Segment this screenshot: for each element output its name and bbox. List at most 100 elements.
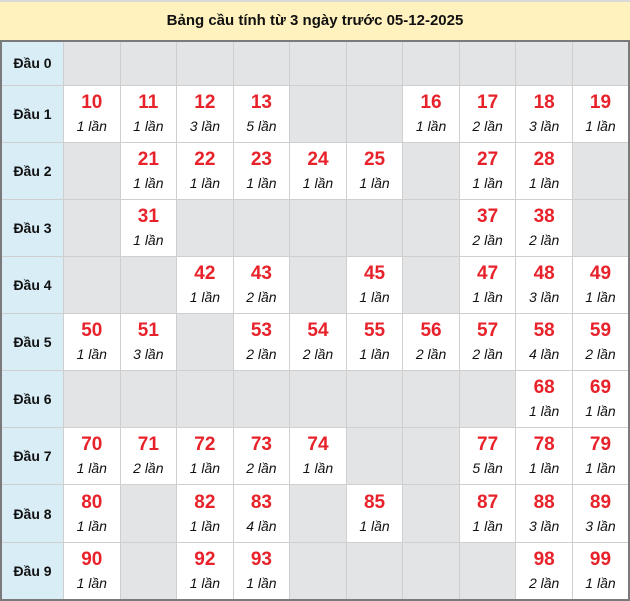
empty-cell	[571, 40, 630, 86]
row-header: Đầu 2	[0, 141, 64, 200]
number-cell: 70 1 lần	[63, 427, 121, 486]
empty-cell	[571, 141, 630, 200]
loto-number: 45	[363, 262, 386, 284]
occurrence-count: 2 lần	[585, 346, 616, 363]
number-cell: 98 2 lần	[515, 541, 573, 601]
empty-cell	[63, 198, 121, 257]
loto-number: 68	[533, 377, 555, 399]
loto-number: 87	[477, 491, 499, 513]
table-row: Đầu 9 90 1 lần 92 1 lần 93 1 lần 98 2 lần 99 1 lần	[0, 541, 630, 601]
number-cell: 23 1 lần	[232, 141, 291, 200]
row-header: Đầu 1	[0, 84, 64, 143]
loto-number: 51	[137, 320, 159, 342]
occurrence-count: 3 lần	[189, 117, 221, 134]
number-cell: 12 3 lần	[176, 84, 234, 143]
table-row: Đầu 8 80 1 lần 82 1 lần 83 4 lần 85 1 lần 87 1 lần…	[0, 484, 630, 543]
loto-number: 19	[589, 91, 612, 113]
loto-number: 27	[477, 148, 499, 170]
loto-number: 28	[533, 148, 555, 170]
number-cell: 43 2 lần	[232, 255, 291, 315]
number-cell: 25 1 lần	[345, 141, 404, 200]
occurrence-count: 1 lần	[585, 117, 616, 134]
number-cell: 19 1 lần	[571, 84, 630, 143]
number-cell: 28 1 lần	[515, 141, 573, 200]
empty-cell	[289, 84, 347, 143]
occurrence-count: 1 lần	[189, 517, 221, 534]
occurrence-count: 2 lần	[528, 574, 560, 591]
loto-number: 54	[307, 320, 329, 342]
loto-number: 59	[589, 320, 612, 342]
number-cell: 87 1 lần	[458, 484, 517, 543]
empty-cell	[402, 255, 460, 315]
occurrence-count: 1 lần	[528, 174, 560, 191]
occurrence-count: 1 lần	[302, 460, 334, 477]
occurrence-count: 4 lần	[246, 517, 277, 534]
empty-cell	[176, 370, 234, 429]
table-row: Đầu 4 42 1 lần 43 2 lần 45 1 lần 47 1 lần 48 3 lần…	[0, 255, 630, 315]
occurrence-count: 1 lần	[189, 460, 221, 477]
empty-cell	[63, 40, 121, 86]
number-cell: 18 3 lần	[515, 84, 573, 143]
occurrence-count: 1 lần	[359, 346, 390, 363]
number-cell: 77 5 lần	[458, 427, 517, 486]
occurrence-count: 1 lần	[472, 174, 503, 191]
number-cell: 82 1 lần	[176, 484, 234, 543]
number-cell: 17 2 lần	[458, 84, 517, 143]
occurrence-count: 3 lần	[528, 288, 560, 305]
occurrence-count: 1 lần	[76, 460, 107, 477]
empty-cell	[345, 370, 404, 429]
loto-number: 42	[194, 262, 216, 284]
row-header: Đầu 9	[0, 541, 64, 601]
loto-number: 17	[477, 91, 499, 113]
empty-cell	[63, 141, 121, 200]
occurrence-count: 1 lần	[189, 174, 221, 191]
occurrence-count: 2 lần	[133, 460, 164, 477]
occurrence-count: 1 lần	[133, 231, 164, 248]
occurrence-count: 1 lần	[133, 174, 164, 191]
number-cell: 74 1 lần	[289, 427, 347, 486]
loto-number: 13	[250, 91, 272, 113]
occurrence-count: 1 lần	[528, 460, 560, 477]
loto-number: 98	[533, 548, 555, 570]
table-row: Đầu 7 70 1 lần 71 2 lần 72 1 lần 73 2 lần 74 1 lần…	[0, 427, 630, 486]
number-cell: 50 1 lần	[63, 313, 121, 372]
loto-number: 58	[533, 320, 555, 342]
number-cell: 59 2 lần	[571, 313, 630, 372]
loto-number: 21	[137, 148, 159, 170]
number-cell: 49 1 lần	[571, 255, 630, 315]
empty-cell	[119, 255, 178, 315]
occurrence-count: 1 lần	[189, 574, 221, 591]
row-header: Đầu 5	[0, 313, 64, 372]
empty-cell	[63, 370, 121, 429]
empty-cell	[345, 427, 404, 486]
empty-cell	[345, 541, 404, 601]
empty-cell	[345, 40, 404, 86]
loto-number: 10	[81, 91, 103, 113]
number-cell: 24 1 lần	[289, 141, 347, 200]
empty-cell	[458, 40, 517, 86]
empty-cell	[458, 370, 517, 429]
occurrence-count: 1 lần	[528, 403, 560, 420]
loto-number: 53	[250, 320, 272, 342]
occurrence-count: 1 lần	[472, 517, 503, 534]
occurrence-count: 2 lần	[302, 346, 334, 363]
loto-number: 90	[81, 548, 103, 570]
number-cell: 78 1 lần	[515, 427, 573, 486]
occurrence-count: 3 lần	[528, 117, 560, 134]
number-cell: 53 2 lần	[232, 313, 291, 372]
number-cell: 48 3 lần	[515, 255, 573, 315]
occurrence-count: 1 lần	[585, 403, 616, 420]
empty-cell	[176, 40, 234, 86]
occurrence-count: 1 lần	[76, 574, 107, 591]
loto-number: 47	[477, 262, 499, 284]
loto-number: 31	[137, 205, 159, 227]
occurrence-count: 1 lần	[76, 117, 107, 134]
number-cell: 73 2 lần	[232, 427, 291, 486]
loto-number: 85	[363, 491, 386, 513]
loto-number: 88	[533, 491, 555, 513]
occurrence-count: 1 lần	[189, 288, 221, 305]
occurrence-count: 1 lần	[359, 174, 390, 191]
loto-number: 24	[307, 148, 329, 170]
occurrence-count: 2 lần	[246, 288, 277, 305]
loto-number: 89	[589, 491, 612, 513]
